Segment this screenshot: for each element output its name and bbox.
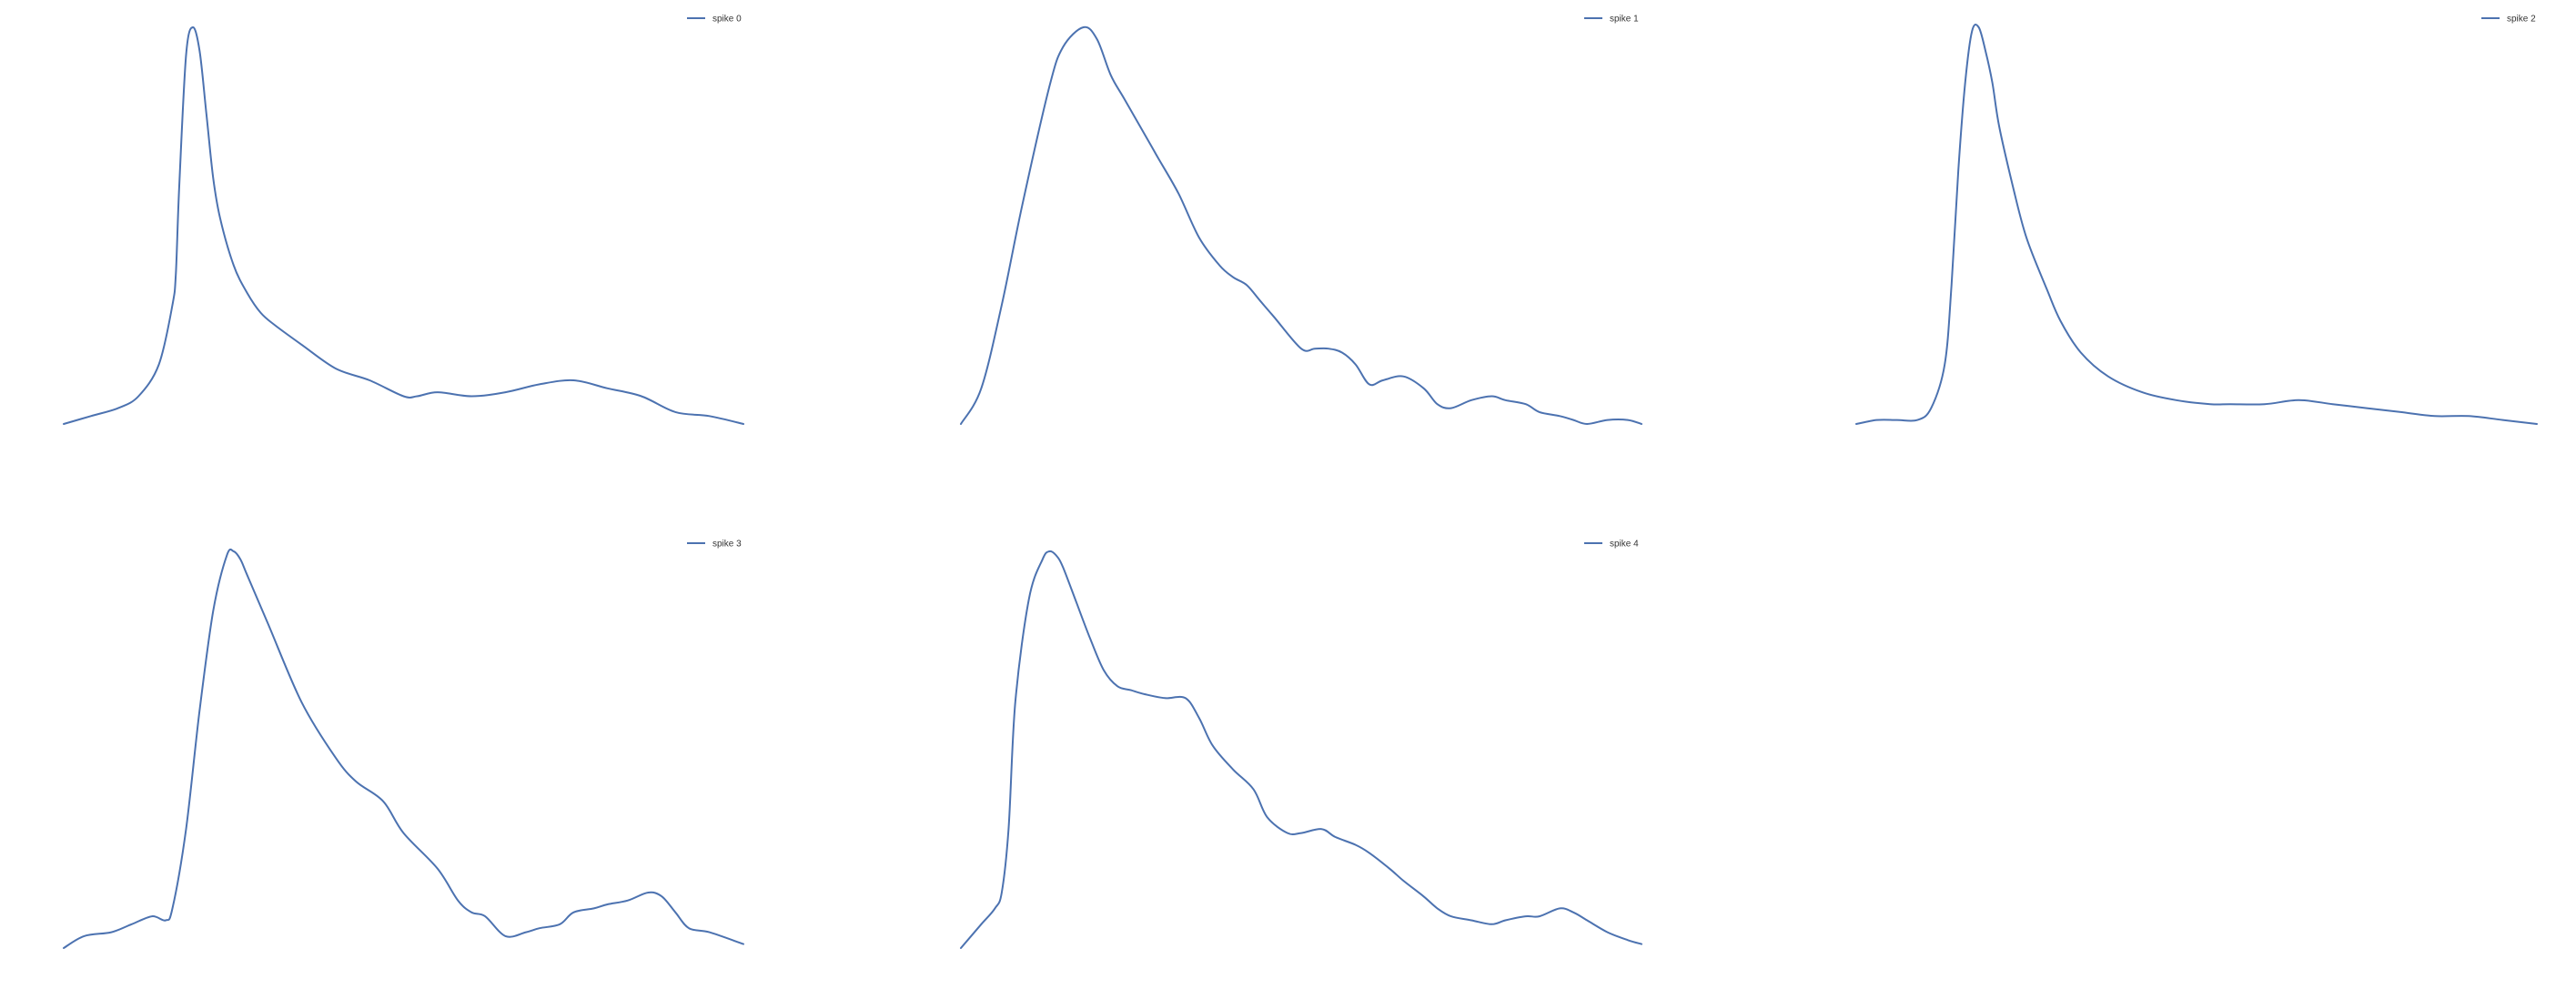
subplot-2: spike 2 (1855, 15, 2538, 425)
series-line-0-0 (63, 26, 744, 425)
series-line-1-0 (960, 25, 1642, 425)
series-line-2-0 (1855, 24, 2538, 425)
legend-label: spike 0 (712, 15, 742, 25)
legend-label: spike 3 (712, 540, 742, 550)
series-line-3-0 (63, 548, 744, 949)
legend: spike 2 (2481, 15, 2536, 25)
subplot-3: spike 3 (63, 540, 744, 949)
series-line-4-0 (960, 550, 1642, 949)
legend: spike 3 (687, 540, 742, 550)
legend: spike 0 (687, 15, 742, 25)
legend: spike 1 (1584, 15, 1639, 25)
legend: spike 4 (1584, 540, 1639, 550)
legend-label: spike 2 (2507, 15, 2536, 25)
subplot-0: spike 0 (63, 15, 744, 425)
subplot-4: spike 4 (960, 540, 1642, 949)
legend-label: spike 1 (1610, 15, 1639, 25)
legend-label: spike 4 (1610, 540, 1639, 550)
subplot-1: spike 1 (960, 15, 1642, 425)
